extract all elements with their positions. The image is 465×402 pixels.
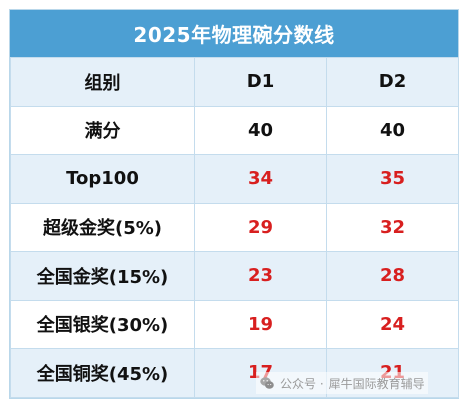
table-row: 全国金奖(15%) 23 28 [10, 251, 459, 301]
d1-score: 29 [194, 202, 327, 252]
table-row: 全国银奖(30%) 19 24 [10, 299, 459, 349]
table-row: Top100 34 35 [10, 154, 459, 204]
d1-score: 34 [194, 154, 327, 204]
row-label: 全国铜奖(45%) [10, 348, 195, 398]
row-label: 满分 [10, 105, 195, 155]
watermark: 公众号 · 犀牛国际教育辅导 [256, 372, 428, 394]
d2-score: 24 [326, 299, 459, 349]
d1-score: 40 [194, 105, 327, 155]
d2-score: 28 [326, 251, 459, 301]
watermark-prefix: 公众号 · [280, 376, 324, 391]
d2-score: 32 [326, 202, 459, 252]
table-row: 满分 40 40 [10, 105, 459, 155]
row-label: Top100 [10, 154, 195, 204]
table-title: 2025年物理碗分数线 [10, 10, 458, 57]
table-row: 超级金奖(5%) 29 32 [10, 202, 459, 252]
score-grid: 组别 D1 D2 满分 40 40 Top100 34 35 超级金奖(5%) … [10, 57, 459, 398]
score-table: 2025年物理碗分数线 组别 D1 D2 满分 40 40 Top100 34 … [9, 9, 459, 399]
d2-score: 35 [326, 154, 459, 204]
row-label: 全国银奖(30%) [10, 299, 195, 349]
wechat-icon [259, 375, 275, 391]
row-label: 全国金奖(15%) [10, 251, 195, 301]
d1-score: 23 [194, 251, 327, 301]
d2-score: 40 [326, 105, 459, 155]
header-row: 组别 D1 D2 [10, 57, 459, 107]
header-d2: D2 [326, 57, 459, 107]
header-d1: D1 [194, 57, 327, 107]
d1-score: 19 [194, 299, 327, 349]
watermark-account: 犀牛国际教育辅导 [328, 376, 425, 391]
row-label: 超级金奖(5%) [10, 202, 195, 252]
header-group: 组别 [10, 57, 195, 107]
